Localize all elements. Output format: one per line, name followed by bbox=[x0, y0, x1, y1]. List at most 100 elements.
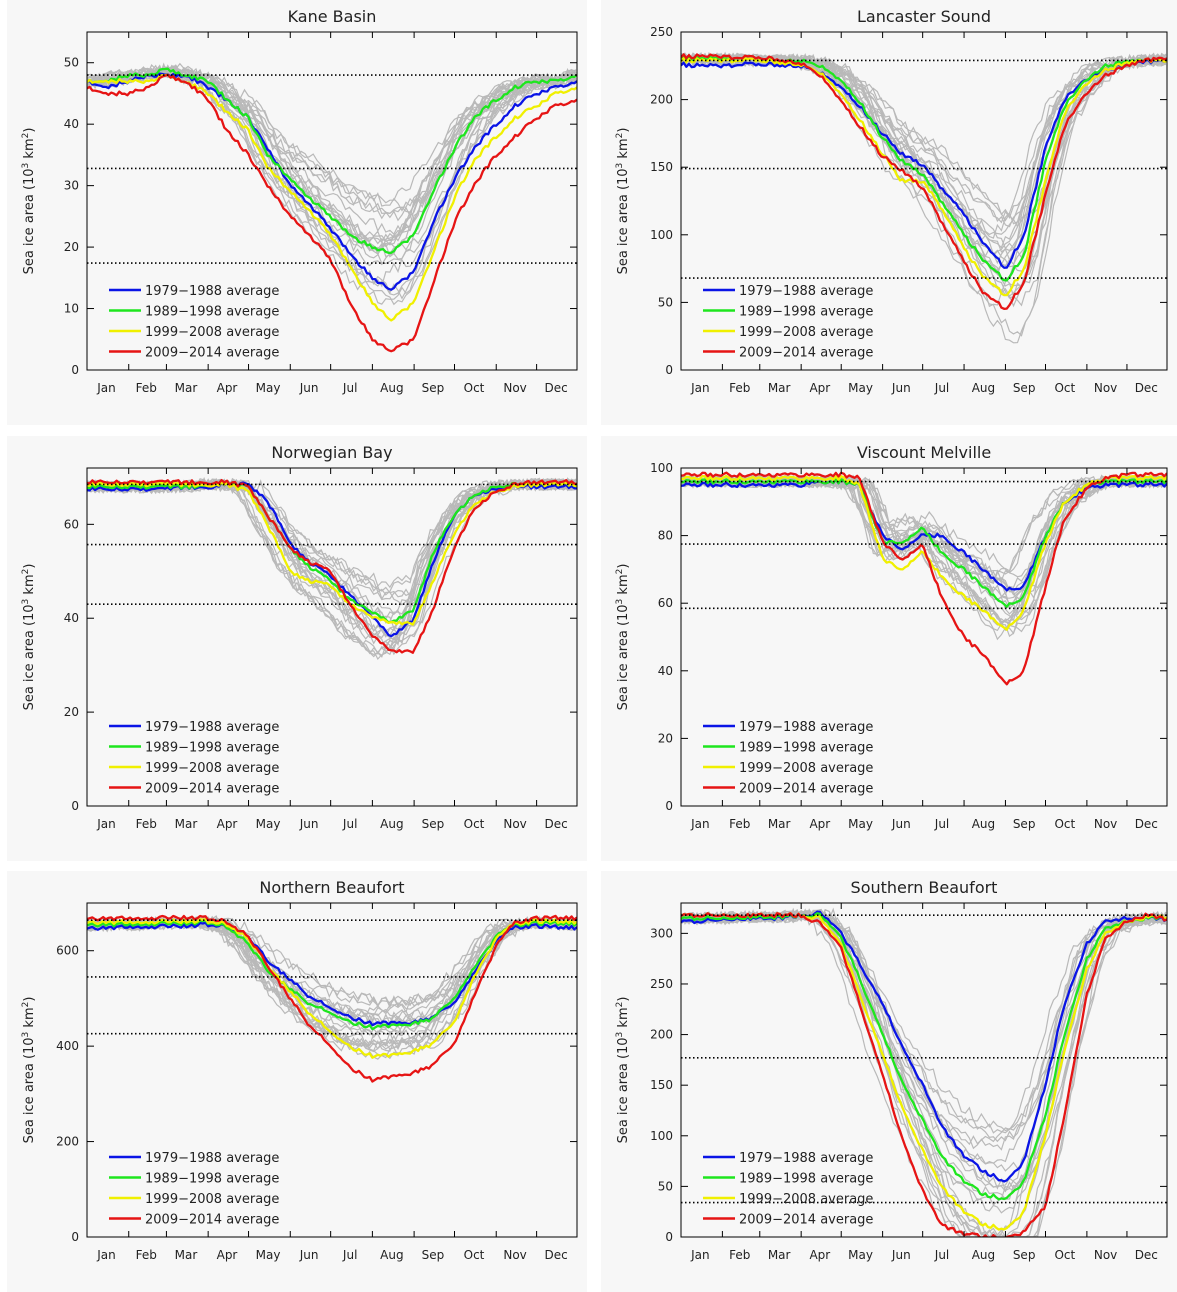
x-tick-label: Apr bbox=[809, 817, 830, 831]
legend-label: 1989−1998 average bbox=[739, 741, 873, 756]
x-tick-label: Apr bbox=[217, 817, 238, 831]
y-tick-label: 50 bbox=[658, 1179, 673, 1193]
x-tick-label: May bbox=[256, 381, 281, 395]
y-tick-label: 100 bbox=[650, 1129, 673, 1143]
legend-label: 2009−2014 average bbox=[145, 346, 279, 361]
y-tick-label: 0 bbox=[71, 799, 79, 813]
plot-area bbox=[681, 471, 1167, 686]
x-tick-label: Jul bbox=[342, 817, 357, 831]
x-tick-label: Jun bbox=[299, 817, 319, 831]
x-tick-label: Jun bbox=[891, 817, 911, 831]
y-tick-label: 250 bbox=[650, 977, 673, 991]
legend-label: 1979−1988 average bbox=[145, 284, 279, 299]
legend-label: 1999−2008 average bbox=[145, 1192, 279, 1207]
legend-label: 2009−2014 average bbox=[739, 782, 873, 797]
x-tick-label: Dec bbox=[1135, 817, 1158, 831]
plot-frame bbox=[680, 902, 1168, 1238]
y-axis-label: Sea ice area (103 km2) bbox=[615, 128, 631, 275]
series-line-1979-1988-average bbox=[87, 481, 577, 638]
y-tick-label: 600 bbox=[56, 944, 79, 958]
individual-year-line bbox=[87, 62, 577, 214]
individual-year-line bbox=[681, 52, 1167, 308]
plot-frame bbox=[86, 902, 578, 1238]
x-tick-label: May bbox=[848, 381, 873, 395]
x-tick-label: Jan bbox=[96, 381, 116, 395]
x-tick-label: Feb bbox=[729, 817, 750, 831]
x-tick-label: Sep bbox=[422, 1248, 445, 1262]
y-tick-label: 20 bbox=[64, 705, 79, 719]
x-tick-label: Jan bbox=[96, 817, 116, 831]
individual-year-line bbox=[681, 51, 1166, 228]
y-tick-label: 0 bbox=[71, 363, 79, 377]
individual-year-line bbox=[87, 477, 576, 656]
x-tick-label: Aug bbox=[972, 381, 995, 395]
x-tick-label: Nov bbox=[1094, 381, 1117, 395]
x-tick-label: Sep bbox=[422, 817, 445, 831]
y-tick-label: 80 bbox=[658, 529, 673, 543]
legend-label: 1999−2008 average bbox=[145, 325, 279, 340]
x-tick-label: Feb bbox=[729, 1248, 750, 1262]
x-tick-label: Aug bbox=[380, 1248, 403, 1262]
chart-title: Northern Beaufort bbox=[259, 878, 404, 897]
series-line-1989-1998-average bbox=[681, 912, 1167, 1201]
plot-frame bbox=[680, 31, 1168, 371]
x-tick-label: Dec bbox=[1135, 381, 1158, 395]
series-line-2009-2014-average bbox=[681, 471, 1167, 686]
x-tick-label: Jan bbox=[690, 381, 710, 395]
x-tick-label: Feb bbox=[729, 381, 750, 395]
chart-title: Kane Basin bbox=[288, 7, 377, 26]
x-tick-label: Jan bbox=[690, 1248, 710, 1262]
y-tick-label: 200 bbox=[650, 1028, 673, 1042]
legend-label: 1979−1988 average bbox=[739, 284, 873, 299]
x-tick-label: Sep bbox=[422, 381, 445, 395]
chart-viscount-melville: Viscount Melville 0 20 40 60 80 100 Jan Feb Mar Ap… bbox=[615, 443, 1168, 831]
x-tick-label: Oct bbox=[464, 1248, 485, 1262]
x-tick-label: Apr bbox=[809, 381, 830, 395]
legend-label: 2009−2014 average bbox=[739, 1213, 873, 1228]
legend-label: 1979−1988 average bbox=[145, 720, 279, 735]
x-tick-label: Mar bbox=[175, 381, 198, 395]
y-tick-label: 40 bbox=[64, 117, 79, 131]
chart-title: Lancaster Sound bbox=[857, 7, 991, 26]
x-tick-label: Oct bbox=[1054, 817, 1075, 831]
y-tick-label: 0 bbox=[665, 799, 673, 813]
y-tick-label: 300 bbox=[650, 926, 673, 940]
x-tick-label: Sep bbox=[1013, 1248, 1036, 1262]
individual-year-line bbox=[681, 474, 1167, 608]
legend-label: 1999−2008 average bbox=[739, 1192, 873, 1207]
x-tick-label: Oct bbox=[1054, 381, 1075, 395]
panel-northern-beaufort: Northern Beaufort 0 200 400 600 Jan Feb Mar Apr M… bbox=[7, 871, 587, 1292]
series-line-2009-2014-average bbox=[87, 478, 577, 654]
y-axis-label: Sea ice area (103 km2) bbox=[615, 564, 631, 711]
x-tick-label: Jun bbox=[891, 1248, 911, 1262]
legend-label: 1999−2008 average bbox=[145, 761, 279, 776]
legend-label: 1979−1988 average bbox=[145, 1151, 279, 1166]
panel-kane-basin: Kane Basin 0 10 20 30 40 50 Jan Feb Mar Apr May Jun J… bbox=[7, 0, 587, 425]
panel-lancaster-sound: Lancaster Sound 0 50 100 150 200 250 Jan Feb Mar A… bbox=[601, 0, 1177, 425]
x-tick-label: Jun bbox=[891, 381, 911, 395]
y-tick-label: 60 bbox=[658, 596, 673, 610]
panel-viscount-melville: Viscount Melville 0 20 40 60 80 100 Jan Feb Mar Ap… bbox=[601, 436, 1177, 861]
chart-title: Viscount Melville bbox=[857, 443, 991, 462]
x-tick-label: Dec bbox=[545, 381, 568, 395]
series-line-1979-1988-average bbox=[681, 478, 1167, 592]
y-tick-label: 40 bbox=[64, 611, 79, 625]
y-axis-label: Sea ice area (103 km2) bbox=[615, 997, 631, 1144]
y-tick-label: 30 bbox=[64, 179, 79, 193]
x-tick-label: Nov bbox=[1094, 817, 1117, 831]
x-tick-label: May bbox=[256, 1248, 281, 1262]
individual-year-line bbox=[87, 477, 577, 636]
individual-year-line bbox=[87, 477, 577, 655]
panel-norwegian-bay: Norwegian Bay 0 20 40 60 Jan Feb Mar Apr May Jun Ju… bbox=[7, 436, 587, 861]
y-tick-label: 50 bbox=[658, 295, 673, 309]
individual-year-line bbox=[87, 65, 577, 212]
plot-area bbox=[87, 477, 577, 661]
x-tick-label: Mar bbox=[768, 817, 791, 831]
x-tick-label: Feb bbox=[136, 817, 157, 831]
series-line-2009-2014-average bbox=[681, 53, 1167, 310]
x-tick-label: Jul bbox=[934, 1248, 949, 1262]
x-tick-label: Oct bbox=[464, 381, 485, 395]
legend-label: 2009−2014 average bbox=[739, 346, 873, 361]
individual-year-line bbox=[87, 478, 577, 656]
x-tick-label: Feb bbox=[136, 1248, 157, 1262]
